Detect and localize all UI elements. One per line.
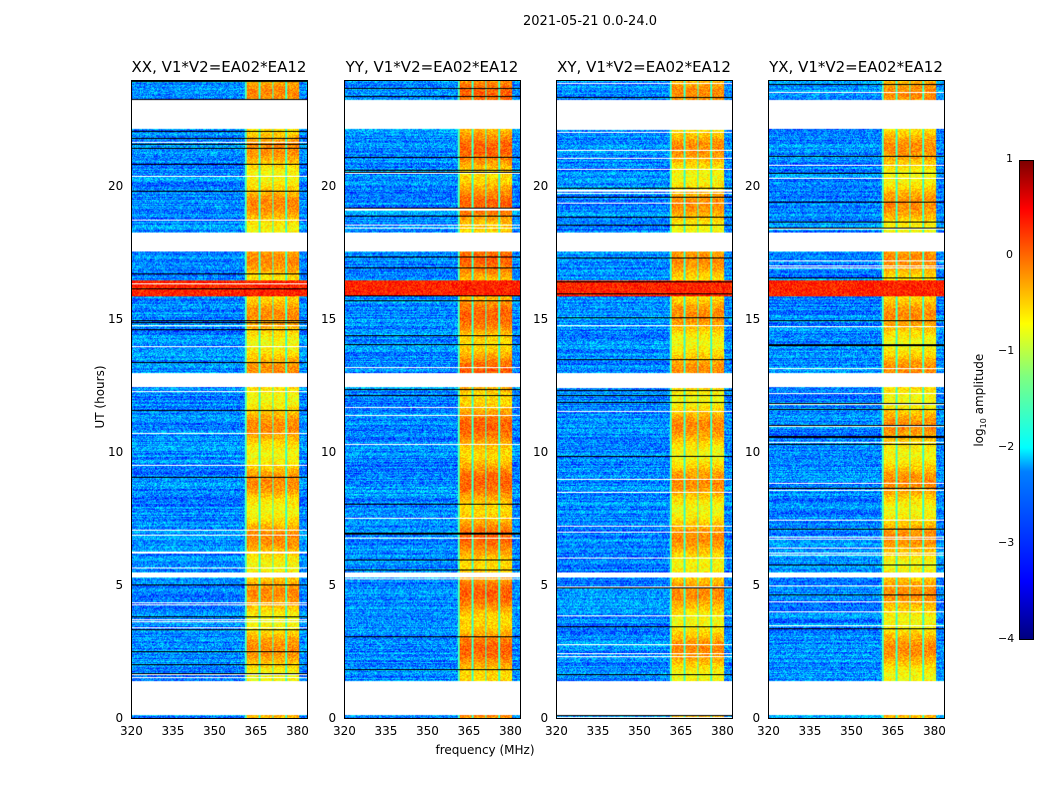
- x-tick-label: 365: [881, 724, 905, 738]
- y-tick-label: 0: [752, 711, 761, 725]
- y-tick-label: 20: [321, 178, 337, 193]
- heatmap-panel: [344, 80, 521, 719]
- x-tick-label: 365: [244, 724, 268, 738]
- x-tick-label: 380: [710, 724, 734, 738]
- figure-title: 2021-05-21 0.0-24.0: [523, 14, 657, 29]
- heatmap-panel: [131, 80, 308, 719]
- y-tick-label: 5: [752, 577, 761, 592]
- panel-title: XX, V1*V2=EA02*EA12: [131, 58, 307, 76]
- y-tick-label: 15: [533, 311, 549, 326]
- x-tick-label: 335: [586, 724, 610, 738]
- y-tick-label: 10: [745, 444, 761, 459]
- y-axis-label: UT (hours): [93, 365, 107, 429]
- colorbar-tick-label: 0: [1006, 248, 1013, 261]
- x-tick-label: 335: [374, 724, 398, 738]
- colorbar-label: log10 amplitude: [971, 353, 989, 447]
- x-tick-label: 380: [285, 724, 309, 738]
- heatmap-panel: [556, 80, 733, 719]
- colorbar-tick-label: −3: [998, 536, 1015, 549]
- x-tick-label: 320: [757, 724, 780, 738]
- colorbar-tick-label: 1: [1006, 152, 1013, 165]
- heatmap-image: [769, 81, 944, 718]
- y-tick-label: 10: [321, 444, 337, 459]
- x-tick-label: 335: [798, 724, 822, 738]
- y-tick-label: 5: [328, 577, 337, 592]
- y-tick-label: 5: [540, 577, 549, 592]
- y-tick-label: 20: [745, 178, 761, 193]
- heatmap-image: [132, 81, 307, 718]
- x-tick-label: 320: [333, 724, 356, 738]
- y-tick-label: 10: [108, 444, 124, 459]
- colorbar: [1019, 160, 1034, 640]
- panel-title: YY, V1*V2=EA02*EA12: [345, 58, 519, 76]
- x-tick-label: 320: [120, 724, 143, 738]
- panel-title: YX, V1*V2=EA02*EA12: [769, 58, 943, 76]
- y-tick-label: 15: [745, 311, 761, 326]
- y-tick-label: 0: [115, 711, 124, 725]
- x-tick-label: 350: [202, 724, 226, 738]
- y-tick-label: 15: [108, 311, 124, 326]
- y-tick-label: 15: [321, 311, 337, 326]
- x-tick-label: 350: [627, 724, 651, 738]
- x-tick-label: 335: [161, 724, 185, 738]
- panel-title: XY, V1*V2=EA02*EA12: [557, 58, 731, 76]
- x-axis-label: frequency (MHz): [435, 743, 535, 757]
- x-tick-label: 350: [839, 724, 863, 738]
- x-tick-label: 365: [669, 724, 693, 738]
- y-tick-label: 10: [533, 444, 549, 459]
- heatmap-panel: [768, 80, 945, 719]
- x-tick-label: 320: [545, 724, 568, 738]
- y-tick-label: 0: [540, 711, 549, 725]
- y-tick-label: 0: [328, 711, 337, 725]
- colorbar-tick-label: −4: [998, 632, 1015, 645]
- y-tick-label: 5: [115, 577, 124, 592]
- x-tick-label: 365: [457, 724, 481, 738]
- x-tick-label: 380: [498, 724, 522, 738]
- colorbar-tick-label: −2: [998, 440, 1015, 453]
- x-tick-label: 380: [922, 724, 946, 738]
- y-tick-label: 20: [533, 178, 549, 193]
- colorbar-tick-label: −1: [998, 344, 1015, 357]
- heatmap-image: [557, 81, 732, 718]
- x-tick-label: 350: [415, 724, 439, 738]
- heatmap-image: [345, 81, 520, 718]
- y-tick-label: 20: [108, 178, 124, 193]
